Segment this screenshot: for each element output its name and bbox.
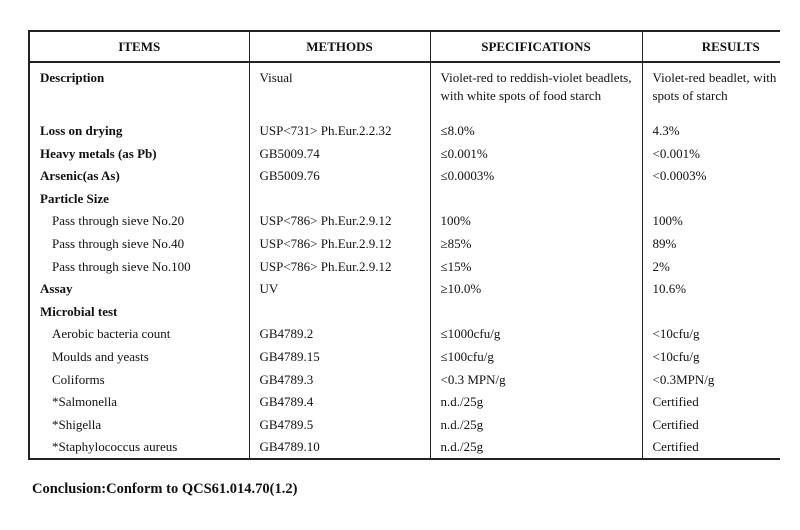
header-items: ITEMS — [28, 30, 249, 63]
cell-spec: <0.3 MPN/g — [429, 368, 642, 392]
cell-method: GB4789.10 — [248, 436, 430, 460]
cell-method: UV — [248, 278, 430, 301]
cell-spec: ≤15% — [429, 255, 642, 279]
cell-item: Pass through sieve No.20 — [28, 210, 249, 233]
cell-spec: Violet-red to reddish-violet beadlets, w… — [429, 62, 642, 120]
table-row: Pass through sieve No.40 USP<786> Ph.Eur.… — [28, 232, 780, 256]
cell-item: Description — [28, 62, 249, 120]
cell-method: USP<786> Ph.Eur.2.9.12 — [248, 232, 430, 256]
cell-item: Arsenic(as As) — [28, 165, 249, 188]
cell-item: Heavy metals (as Pb) — [28, 142, 249, 166]
cell-item: *Shigella — [28, 413, 249, 437]
cell-result: <0.001% — [641, 142, 780, 166]
table-row: Loss on drying USP<731> Ph.Eur.2.2.32 ≤8.0… — [28, 120, 780, 143]
cell-spec: ≤0.0003% — [429, 165, 642, 188]
cell-result: Violet-red beadlet, with white spots of … — [641, 62, 780, 120]
cell-method: GB4789.5 — [248, 413, 430, 437]
cell-method: GB5009.74 — [248, 142, 430, 166]
header-methods: METHODS — [248, 30, 430, 63]
conclusion: Conclusion:Conform to QCS61.014.70(1.2) — [32, 481, 298, 497]
cell-spec: 100% — [429, 210, 642, 233]
cell-result: <10cfu/g — [641, 345, 780, 369]
header-specifications: SPECIFICATIONS — [429, 30, 642, 63]
table-row: Pass through sieve No.20 USP<786> Ph.Eur.… — [28, 210, 780, 233]
table-row: *Shigella GB4789.5 n.d./25g Certified — [28, 413, 780, 437]
cell-item: Aerobic bacteria count — [28, 323, 249, 346]
cell-result: Certified — [641, 436, 780, 460]
cell-item: Assay — [28, 278, 249, 301]
cell-result — [641, 187, 780, 211]
cell-item: Loss on drying — [28, 120, 249, 143]
table-row: Microbial test — [28, 300, 780, 324]
cell-result: 100% — [641, 210, 780, 233]
table-header-row: ITEMS METHODS SPECIFICATIONS RESULTS — [28, 30, 780, 63]
cell-spec — [429, 300, 642, 324]
cell-result: Certified — [641, 391, 780, 414]
cell-spec: ≤1000cfu/g — [429, 323, 642, 346]
table-row: *Staphylococcus aureus GB4789.10 n.d./25g C… — [28, 436, 780, 460]
cell-method: USP<731> Ph.Eur.2.2.32 — [248, 120, 430, 143]
table-row: Assay UV ≥10.0% 10.6% — [28, 278, 780, 301]
cell-result: <10cfu/g — [641, 323, 780, 346]
table-row: Aerobic bacteria count GB4789.2 ≤1000cfu/g… — [28, 323, 780, 346]
specification-table-container: ITEMS METHODS SPECIFICATIONS RESULTS Des… — [28, 30, 780, 462]
cell-method: GB5009.76 — [248, 165, 430, 188]
table-row: Heavy metals (as Pb) GB5009.74 ≤0.001% <0.0… — [28, 142, 780, 166]
cell-result: Certified — [641, 413, 780, 437]
cell-item: Pass through sieve No.40 — [28, 232, 249, 256]
cell-result: 10.6% — [641, 278, 780, 301]
cell-item: *Staphylococcus aureus — [28, 436, 249, 460]
table-row: *Salmonella GB4789.4 n.d./25g Certified — [28, 391, 780, 414]
table-row: Arsenic(as As) GB5009.76 ≤0.0003% <0.0003% — [28, 165, 780, 188]
header-results: RESULTS — [641, 30, 780, 63]
cell-result: 2% — [641, 255, 780, 279]
cell-method: USP<786> Ph.Eur.2.9.12 — [248, 210, 430, 233]
cell-result — [641, 300, 780, 324]
cell-item: Particle Size — [28, 187, 249, 211]
cell-method: GB4789.4 — [248, 391, 430, 414]
cell-result: 89% — [641, 232, 780, 256]
table-row: Description Visual Violet-red to reddish-v… — [28, 62, 780, 120]
specification-table: ITEMS METHODS SPECIFICATIONS RESULTS Des… — [28, 30, 780, 460]
cell-spec: ≤0.001% — [429, 142, 642, 166]
cell-result: <0.3MPN/g — [641, 368, 780, 392]
cell-item: Microbial test — [28, 300, 249, 324]
cell-item: Moulds and yeasts — [28, 345, 249, 369]
cell-method: GB4789.2 — [248, 323, 430, 346]
table-row: Coliforms GB4789.3 <0.3 MPN/g <0.3MPN/g — [28, 368, 780, 392]
cell-method: GB4789.15 — [248, 345, 430, 369]
cell-method: USP<786> Ph.Eur.2.9.12 — [248, 255, 430, 279]
table-row: Pass through sieve No.100 USP<786> Ph.Eur… — [28, 255, 780, 279]
table-row: Particle Size — [28, 187, 780, 211]
cell-result: 4.3% — [641, 120, 780, 143]
cell-spec — [429, 187, 642, 211]
cell-method — [248, 300, 430, 324]
cell-item: Pass through sieve No.100 — [28, 255, 249, 279]
cell-spec: ≤8.0% — [429, 120, 642, 143]
cell-item: *Salmonella — [28, 391, 249, 414]
cell-spec: ≥10.0% — [429, 278, 642, 301]
cell-spec: ≤100cfu/g — [429, 345, 642, 369]
cell-method: GB4789.3 — [248, 368, 430, 392]
cell-method: Visual — [248, 62, 430, 120]
cell-spec: n.d./25g — [429, 413, 642, 437]
cell-spec: n.d./25g — [429, 436, 642, 460]
cell-spec: ≥85% — [429, 232, 642, 256]
cell-item: Coliforms — [28, 368, 249, 392]
cell-result: <0.0003% — [641, 165, 780, 188]
cell-spec: n.d./25g — [429, 391, 642, 414]
table-row: Moulds and yeasts GB4789.15 ≤100cfu/g <10cf… — [28, 345, 780, 369]
cell-method — [248, 187, 430, 211]
